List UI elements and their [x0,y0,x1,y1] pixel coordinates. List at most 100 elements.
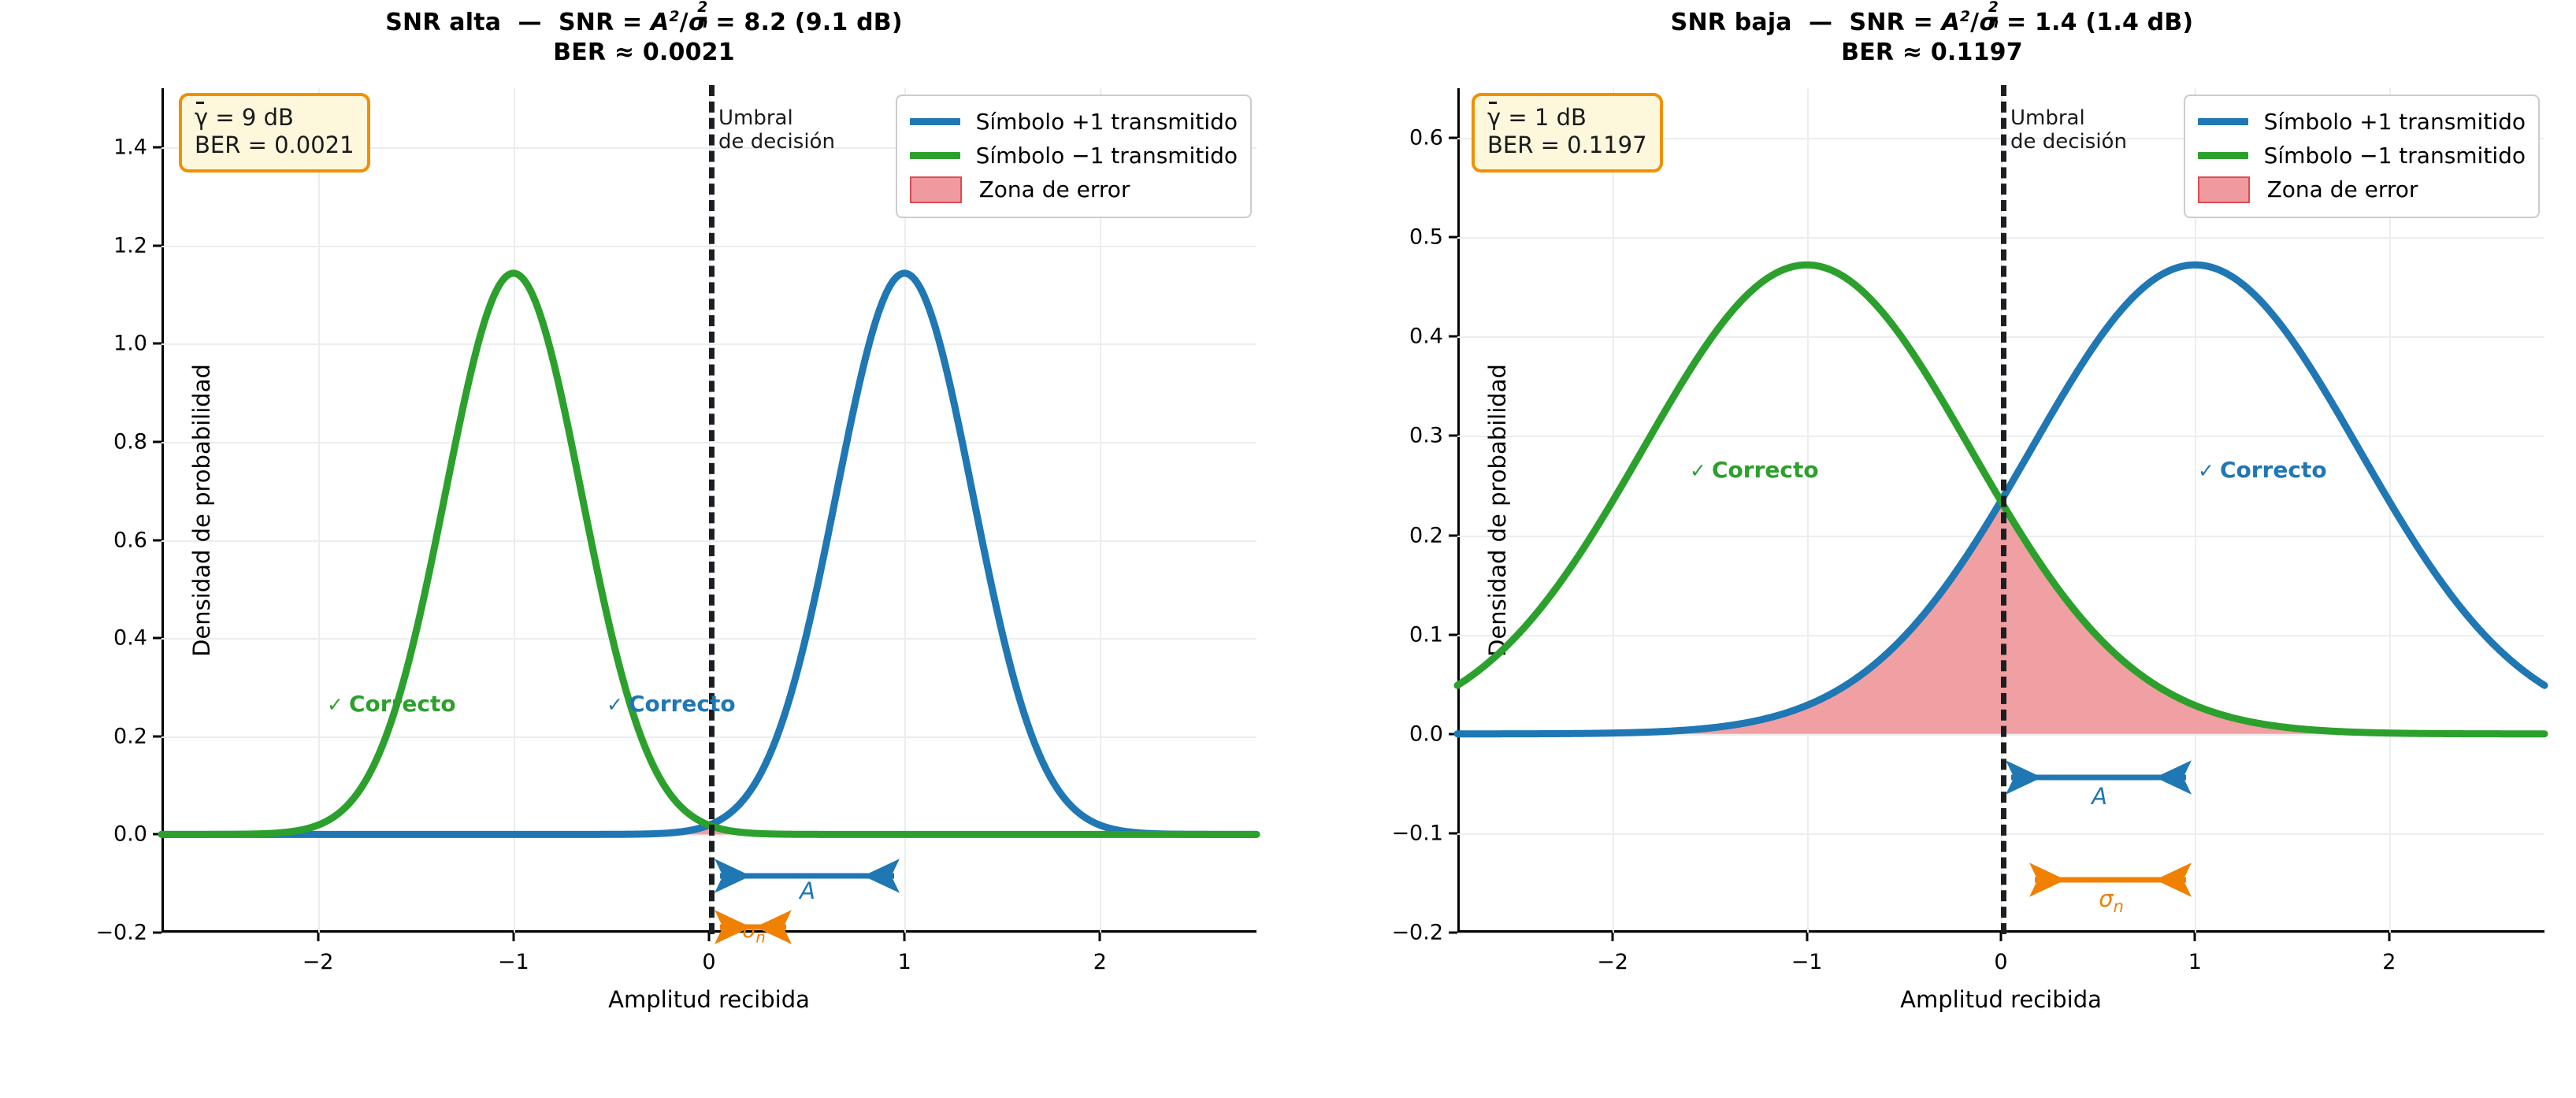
arrow-label-A: A [2092,783,2107,810]
threshold-label: Umbral de decisión [718,106,835,154]
plot-area-snr-alta: 1.4 1.2 1.0 0.8 0.6 0.4 0.2 0.0 −0.2 −2 … [95,85,1260,1013]
ytick-label: 0.5 [1409,224,1443,250]
plot-area-snr-baja: 0.6 0.5 0.4 0.3 0.2 0.1 0.0 −0.1 −0.2 −2… [1391,85,2548,1013]
xtick-label: 0 [1994,950,2008,974]
legend-label: Símbolo +1 transmitido [975,109,1238,135]
ytick-label: 0.8 [113,429,147,454]
ytick-mark [1449,335,1457,338]
legend-swatch-line-blue [2197,118,2248,125]
title-dash: — [518,9,542,36]
ytick-label: 0.2 [1409,523,1443,547]
legend-swatch-line-green [909,152,960,159]
xtick-label: −1 [1791,950,1823,974]
gridline-x-2 [2389,88,2391,933]
ytick-label: 0.6 [113,528,147,552]
title-prefix: SNR baja [1670,9,1792,36]
legend-item: Zona de error [909,172,1238,206]
ytick-mark [153,735,161,738]
ytick-mark [153,931,161,934]
panel-snr-baja: SNR baja — SNR = A2/σ 2 n = 1.4 (1.4 dB) B… [1288,0,2576,1098]
legend-item: Zona de error [2197,172,2526,206]
xtick-label: −2 [302,950,334,974]
legend-swatch-line-green [2197,152,2248,159]
gridline-x--1 [513,88,515,933]
ytick-label: 1.0 [113,331,147,356]
title-prefix: SNR alta [385,9,502,36]
ytick-mark [1449,633,1457,636]
legend-label: Símbolo −1 transmitido [975,143,1238,169]
ytick-label: 0.4 [1409,324,1443,349]
gridline-x--2 [317,88,320,933]
ytick-mark [153,244,161,247]
xtick-mark [707,933,711,941]
legend-label: Zona de error [978,176,1130,202]
check-icon: ✓ [327,693,343,716]
legend-item: Símbolo +1 transmitido [2197,105,2526,139]
xtick-mark [903,933,906,941]
panel-snr-alta: SNR alta — SNR = A2/σ 2 n = 8.2 (9.1 dB) B… [95,0,1260,1013]
title-snr-value: 1.4 [2034,9,2077,36]
xtick-mark [1999,933,2003,941]
gamma-symbol: γ [1487,101,1501,131]
legend-snr-baja: Símbolo +1 transmitido Símbolo −1 transm… [2183,95,2540,218]
ytick-mark [153,636,161,640]
ytick-mark [1449,931,1457,934]
legend-swatch-line-blue [909,118,960,125]
ytick-label: 0.0 [1409,721,1443,747]
title-dash: — [1809,9,1833,36]
legend-snr-alta: Símbolo +1 transmitido Símbolo −1 transm… [895,95,1252,218]
legend-swatch-patch-error [2197,176,2250,203]
xtick-label: 2 [2382,950,2396,974]
info-ber-line: BER = 0.0021 [195,132,354,159]
info-box-snr-baja: γ = 1 dB BER = 0.1197 [1472,93,1663,172]
ytick-mark [153,539,161,541]
ytick-label: 0.6 [1409,125,1443,150]
threshold-label: Umbral de decisión [2010,106,2127,154]
legend-label: Símbolo +1 transmitido [2263,109,2526,135]
title-line2: BER ≈ 0.0021 [553,39,735,67]
xtick-mark [512,933,515,941]
xtick-mark [2193,933,2196,941]
gridline-x-2 [1100,88,1102,933]
title-line2: BER ≈ 0.1197 [1841,39,2023,67]
label-correcto-green: ✓ Correcto [327,691,456,717]
ytick-label: 0.2 [113,724,147,749]
x-axis-label: Amplitud recibida [1900,986,2102,1013]
label-correcto-blue: ✓ Correcto [2198,457,2327,483]
title-snr-db: 1.4 dB [2096,9,2183,36]
ytick-label: 0.3 [1409,423,1443,448]
x-axis-label: Amplitud recibida [608,986,810,1013]
info-gamma-line: γ = 9 dB [195,101,294,131]
legend-label: Símbolo −1 transmitido [2263,143,2526,169]
ytick-label: 0.1 [1409,622,1443,647]
ytick-mark [1449,434,1457,437]
decision-threshold-line [2001,85,2006,934]
xtick-mark [317,933,320,941]
info-ber-line: BER = 0.1197 [1487,132,1647,159]
ytick-mark [153,342,161,345]
panel-title-snr-baja: SNR baja — SNR = A2/σ 2 n = 1.4 (1.4 dB) B… [1288,0,2576,69]
ytick-label: 0.4 [113,625,147,651]
legend-item: Símbolo −1 transmitido [2197,139,2526,172]
gridline-x--2 [1613,88,1615,933]
gamma-symbol: γ [195,101,209,131]
info-gamma-line: γ = 1 dB [1487,101,1587,131]
label-correcto-blue: ✓ Correcto [607,691,736,717]
legend-swatch-patch-error [909,176,962,203]
ytick-label: −0.2 [1391,920,1443,945]
ytick-label: 0.0 [113,822,147,847]
ytick-mark [1449,136,1457,139]
title-snr-value: 8.2 [744,9,787,36]
title-line1: SNR baja — SNR = A2/σ 2 n = 1.4 (1.4 dB) [1670,0,2194,36]
arrow-label-sigma-n: σn [2099,885,2124,916]
ytick-label: 1.2 [113,233,147,258]
gridline-x--1 [1806,88,1809,933]
ytick-mark [153,833,161,836]
decision-threshold-line [709,85,715,934]
ytick-label: −0.2 [95,920,147,945]
ytick-mark [153,146,161,149]
arrow-label-sigma-n: σn [742,918,766,947]
gamma-value: 1 dB [1534,104,1587,131]
title-snr-db: 9.1 dB [805,9,892,36]
